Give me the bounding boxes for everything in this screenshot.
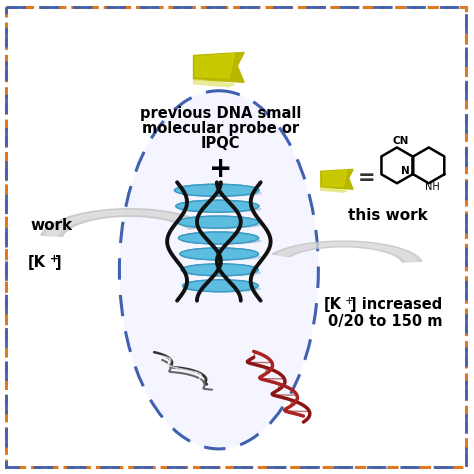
Text: IPQC: IPQC [201, 136, 241, 151]
Text: +: + [345, 296, 354, 306]
Text: this work: this work [348, 208, 428, 223]
Ellipse shape [177, 190, 262, 197]
Text: work: work [31, 218, 73, 233]
Ellipse shape [177, 216, 259, 228]
Polygon shape [273, 241, 422, 262]
Text: ] increased: ] increased [350, 297, 447, 312]
Ellipse shape [183, 253, 262, 261]
Ellipse shape [176, 200, 259, 212]
Text: CN: CN [393, 137, 409, 146]
Text: +: + [209, 155, 233, 183]
Text: molecular probe or: molecular probe or [142, 120, 300, 136]
Text: [K: [K [28, 255, 46, 270]
Text: N: N [401, 166, 409, 176]
Text: NH: NH [425, 182, 440, 192]
Ellipse shape [174, 184, 259, 196]
Ellipse shape [174, 184, 259, 196]
Polygon shape [321, 187, 347, 192]
Ellipse shape [185, 285, 261, 292]
Ellipse shape [176, 200, 259, 212]
Text: ]: ] [55, 255, 61, 270]
Ellipse shape [179, 232, 259, 244]
Ellipse shape [179, 206, 262, 213]
Ellipse shape [177, 216, 259, 228]
Polygon shape [195, 54, 235, 78]
Text: previous DNA small: previous DNA small [140, 106, 301, 121]
Polygon shape [277, 243, 417, 262]
Polygon shape [46, 210, 205, 236]
Ellipse shape [180, 221, 262, 228]
Polygon shape [193, 79, 235, 87]
Ellipse shape [180, 248, 258, 260]
Polygon shape [193, 53, 244, 82]
Text: [K: [K [323, 297, 341, 312]
Text: 0/20 to 150 m: 0/20 to 150 m [328, 314, 443, 329]
Ellipse shape [184, 269, 261, 276]
Ellipse shape [179, 232, 259, 244]
Polygon shape [321, 169, 353, 189]
Ellipse shape [182, 280, 258, 292]
Polygon shape [323, 170, 347, 186]
Text: =: = [358, 168, 376, 188]
Polygon shape [41, 209, 209, 236]
Ellipse shape [181, 264, 258, 276]
Text: +: + [50, 254, 58, 264]
Ellipse shape [119, 91, 319, 449]
Ellipse shape [180, 248, 258, 260]
Ellipse shape [181, 264, 258, 276]
Ellipse shape [182, 237, 262, 245]
Ellipse shape [182, 280, 258, 292]
